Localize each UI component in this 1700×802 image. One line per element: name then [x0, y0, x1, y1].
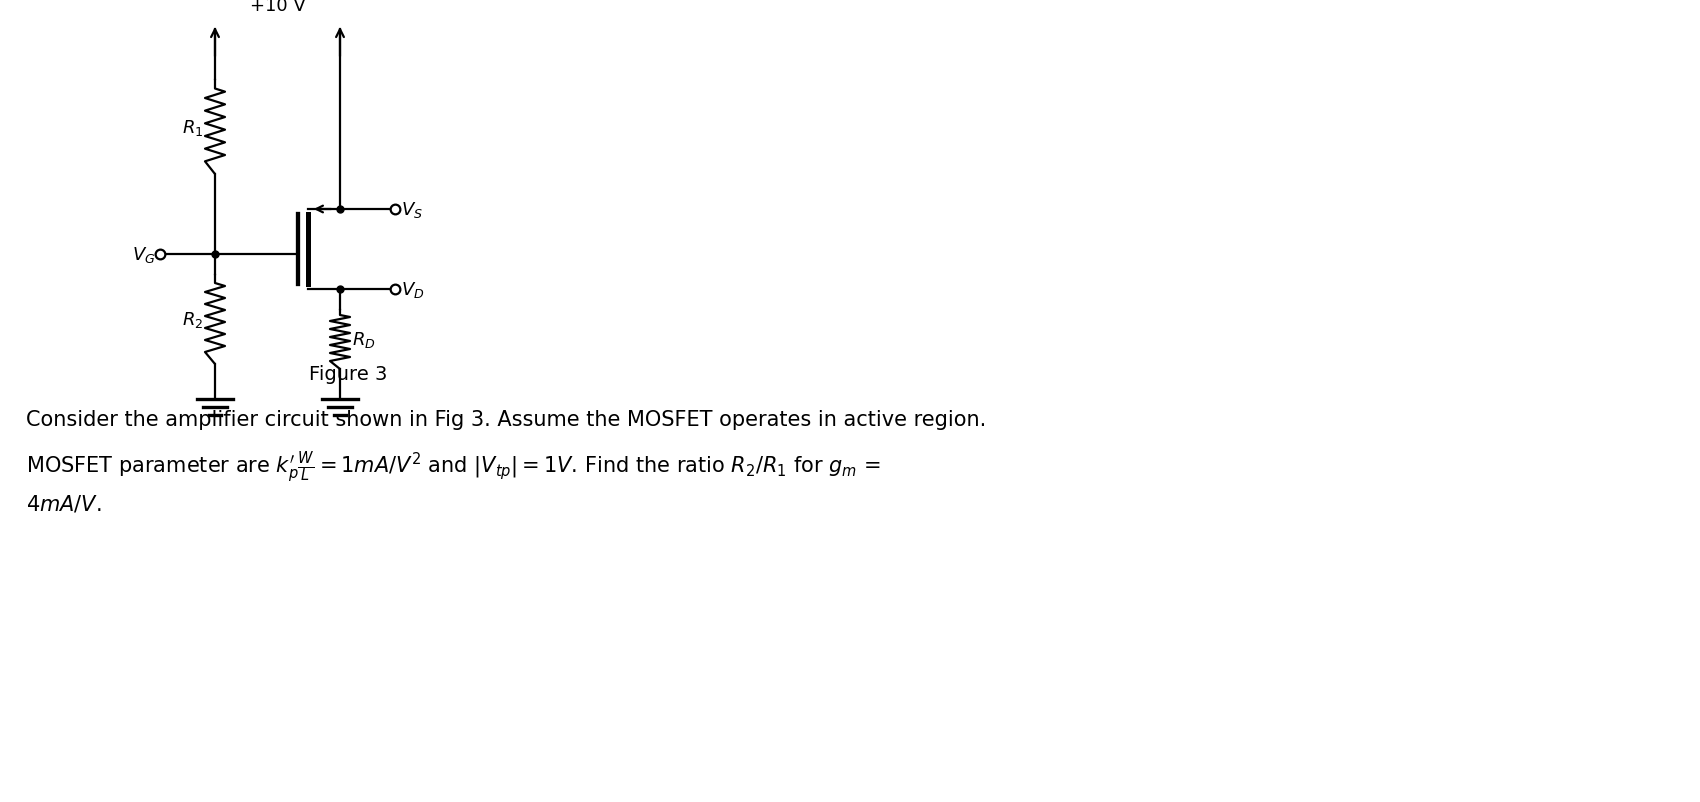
Text: $4mA/V$.: $4mA/V$. [26, 493, 100, 514]
Text: MOSFET parameter are $k_p^{\prime}\frac{W}{L} = 1mA/V^2$ and $|V_{tp}| = 1V$. Fi: MOSFET parameter are $k_p^{\prime}\frac{… [26, 449, 881, 484]
Text: Consider the amplifier circuit shown in Fig 3. Assume the MOSFET operates in act: Consider the amplifier circuit shown in … [26, 409, 986, 429]
Text: $R_D$: $R_D$ [352, 330, 376, 350]
Text: $R_1$: $R_1$ [182, 117, 202, 137]
Text: $V_S$: $V_S$ [401, 200, 423, 220]
Text: $V_G$: $V_G$ [131, 245, 155, 265]
Text: $V_D$: $V_D$ [401, 280, 425, 300]
Text: $R_2$: $R_2$ [182, 310, 202, 330]
Text: Figure 3: Figure 3 [309, 365, 388, 384]
Text: +10 V: +10 V [250, 0, 306, 15]
